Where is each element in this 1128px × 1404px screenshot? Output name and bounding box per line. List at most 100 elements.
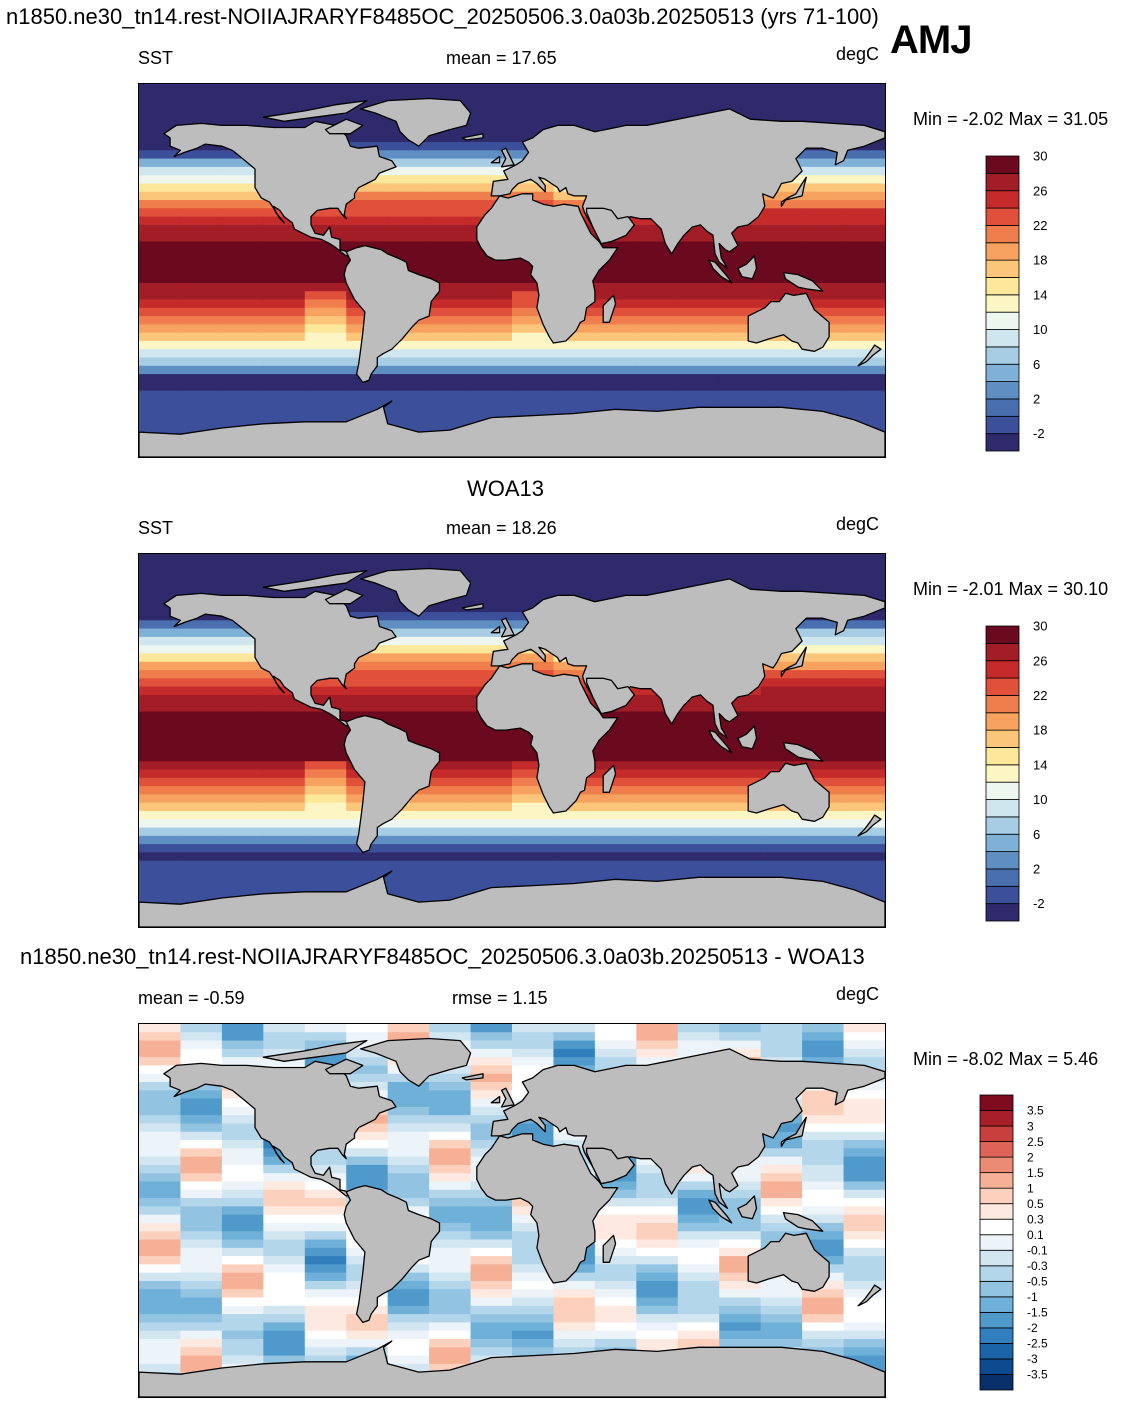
ocean-cell (304, 249, 347, 259)
ocean-cell (512, 374, 555, 383)
ocean-cell (263, 332, 306, 342)
ocean-cell (802, 1222, 845, 1232)
ocean-cell (180, 670, 223, 679)
ocean-cell (180, 324, 223, 334)
ocean-cell (802, 1330, 845, 1340)
ocean-cell (677, 1289, 720, 1299)
ocean-cell (512, 332, 555, 342)
ocean-cell (636, 398, 679, 408)
ocean-cell (180, 1173, 223, 1183)
ocean-cell (719, 1040, 762, 1050)
ocean-cell (843, 233, 885, 243)
ocean-cell (719, 1338, 762, 1348)
ocean-cell (677, 736, 720, 746)
ocean-cell (139, 1065, 182, 1075)
ocean-cell (387, 1082, 430, 1091)
ocean-cell (636, 224, 679, 234)
ocean-cell (304, 1289, 347, 1299)
ocean-cell (512, 340, 555, 350)
ocean-cell (221, 570, 264, 580)
land-mass (360, 567, 472, 617)
ocean-cell (470, 827, 513, 837)
ocean-cell (553, 835, 596, 845)
ocean-cell (594, 1189, 637, 1199)
ocean-cell (677, 1048, 720, 1058)
ocean-cell (221, 382, 264, 392)
ocean-cell (760, 686, 803, 696)
ocean-cell (139, 1090, 182, 1100)
ocean-cell (636, 1164, 679, 1174)
ocean-cell (553, 1280, 596, 1290)
ocean-cell (470, 117, 513, 127)
ocean-cell (512, 282, 555, 292)
ocean-cell (802, 844, 845, 853)
ocean-cell (429, 1231, 472, 1241)
ocean-cell (221, 1131, 264, 1141)
ocean-cell (221, 1272, 264, 1282)
ocean-cell (139, 1073, 182, 1083)
ocean-cell (512, 398, 555, 408)
ocean-cell (304, 885, 347, 895)
ocean-cell (139, 1048, 182, 1058)
ocean-cell (470, 1123, 513, 1133)
ocean-cell (429, 332, 472, 342)
land-mass (737, 1195, 758, 1220)
ocean-cell (802, 307, 845, 317)
ocean-cell (304, 810, 347, 820)
ocean-cell (346, 108, 389, 118)
colorbar-swatch (985, 799, 1020, 818)
ocean-cell (429, 415, 472, 425)
ocean-cell (636, 1040, 679, 1050)
ocean-cell (636, 1289, 679, 1299)
ocean-cell (512, 1222, 555, 1232)
colorbar-swatch (979, 1156, 1014, 1174)
ocean-cell (304, 1181, 347, 1191)
ocean-cell (636, 249, 679, 259)
ocean-cell (512, 1272, 555, 1282)
ocean-cell (263, 736, 306, 746)
ocean-cell (139, 1024, 182, 1033)
ocean-cell (636, 307, 679, 317)
ocean-cell (429, 810, 472, 820)
ocean-cell (677, 570, 720, 580)
ocean-cell (180, 769, 223, 779)
land-mass (780, 176, 807, 207)
ocean-cell (304, 877, 347, 887)
ocean-cell (802, 1057, 845, 1067)
ocean-cell (760, 1198, 803, 1207)
ocean-cell (470, 570, 513, 580)
ocean-cell (719, 728, 762, 737)
ocean-cell (760, 1148, 803, 1158)
ocean-cell (636, 282, 679, 292)
ocean-cell (553, 84, 596, 93)
ocean-cell (263, 1048, 306, 1058)
ocean-cell (429, 1256, 472, 1265)
ocean-cell (843, 802, 885, 812)
ocean-cell (553, 200, 596, 209)
ocean-cell (346, 133, 389, 143)
ocean-cell (719, 316, 762, 325)
ocean-cell (843, 653, 885, 663)
ocean-cell (512, 1247, 555, 1257)
land-mass (500, 147, 515, 168)
ocean-cell (180, 191, 223, 201)
ocean-cell (512, 1314, 555, 1323)
ocean-cell (512, 316, 555, 325)
ocean-cell (677, 719, 720, 729)
ocean-cell (677, 844, 720, 853)
ocean-cell (594, 100, 637, 110)
ocean-cell (180, 1264, 223, 1274)
ocean-cell (636, 1338, 679, 1348)
ocean-cell (180, 224, 223, 234)
ocean-cell (346, 382, 389, 392)
ocean-cell (180, 258, 223, 267)
ocean-cell (387, 562, 430, 572)
ocean-cell (470, 390, 513, 400)
ocean-cell (719, 777, 762, 787)
ocean-cell (139, 390, 182, 400)
ocean-cell (470, 142, 513, 151)
land-mass (163, 1060, 397, 1197)
ocean-cell (304, 694, 347, 704)
ocean-cell (553, 802, 596, 812)
ocean-cell (594, 1222, 637, 1232)
